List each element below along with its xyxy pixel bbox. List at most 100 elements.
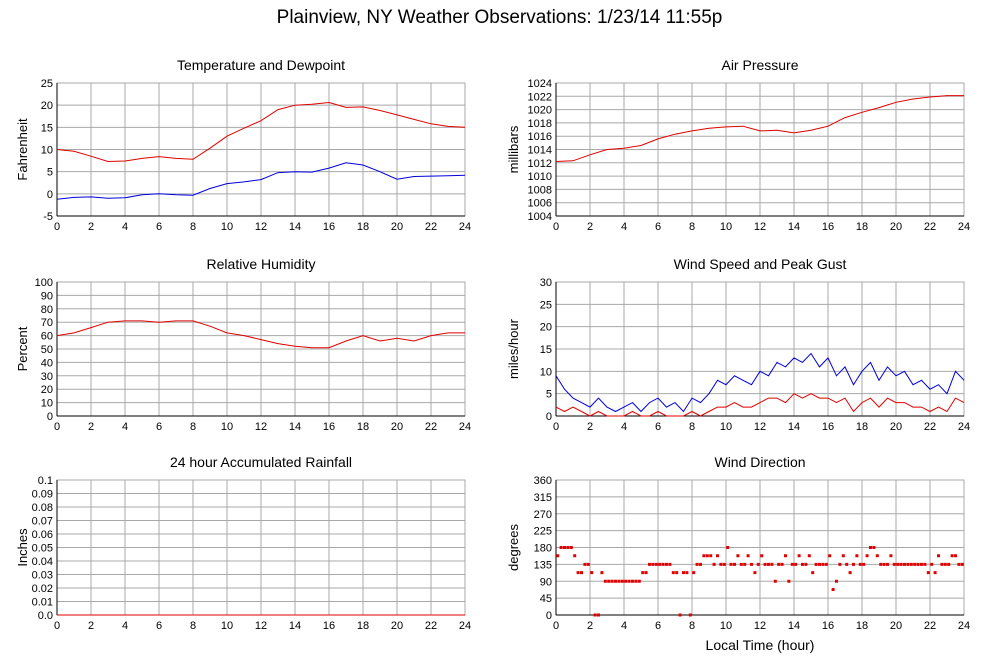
chart-relative-humidity-y-tick-label: 70 bbox=[41, 317, 53, 329]
chart-wind-direction-x-tick-label: 22 bbox=[924, 620, 936, 632]
x-axis-label: Local Time (hour) bbox=[706, 637, 815, 653]
chart-air-pressure-y-axis-label: millibars bbox=[506, 125, 521, 173]
chart-24-hour-accumulated-rainfall-x-tick-label: 4 bbox=[122, 620, 128, 632]
chart-wind-direction-point bbox=[580, 571, 583, 575]
chart-wind-speed-and-peak-gust-title: Wind Speed and Peak Gust bbox=[674, 256, 847, 272]
chart-relative-humidity-y-tick-label: 80 bbox=[41, 304, 53, 316]
chart-relative-humidity-y-tick-label: 0 bbox=[47, 411, 53, 423]
chart-wind-speed-and-peak-gust-series-line-0 bbox=[555, 352, 965, 413]
chart-24-hour-accumulated-rainfall-y-tick-label: 0.02 bbox=[32, 583, 53, 595]
chart-wind-direction-point bbox=[818, 562, 821, 566]
chart-wind-direction-point bbox=[729, 562, 733, 566]
chart-wind-direction-point bbox=[756, 562, 760, 566]
chart-wind-direction-x-tick-label: 12 bbox=[754, 620, 766, 632]
chart-wind-direction-point bbox=[712, 562, 716, 566]
chart-wind-direction-point bbox=[668, 562, 672, 566]
chart-wind-direction-point bbox=[607, 579, 611, 583]
chart-temperature-and-dewpoint-x-tick-label: 24 bbox=[459, 221, 471, 233]
chart-relative-humidity-x-tick-label: 20 bbox=[391, 421, 403, 433]
chart-wind-direction-point bbox=[767, 562, 770, 566]
chart-air-pressure-x-tick-label: 22 bbox=[924, 221, 936, 233]
chart-temperature-and-dewpoint-y-axis-label: Fahrenheit bbox=[15, 118, 30, 181]
chart-air-pressure-x-tick-label: 14 bbox=[788, 221, 800, 233]
chart-wind-direction-point bbox=[926, 571, 930, 575]
chart-relative-humidity-x-tick-label: 14 bbox=[289, 421, 301, 433]
chart-wind-direction-point bbox=[722, 562, 726, 566]
chart-wind-direction-point bbox=[875, 554, 879, 558]
chart-wind-direction-point bbox=[937, 554, 940, 558]
chart-wind-direction-point bbox=[882, 562, 886, 566]
chart-air-pressure-x-tick-label: 24 bbox=[958, 221, 970, 233]
chart-wind-direction-point bbox=[960, 562, 964, 566]
chart-wind-direction-point bbox=[573, 554, 577, 558]
chart-24-hour-accumulated-rainfall-x-tick-label: 12 bbox=[255, 620, 267, 632]
chart-wind-direction-point bbox=[940, 562, 944, 566]
chart-wind-direction-point bbox=[624, 579, 628, 583]
chart-air-pressure-x-tick-label: 16 bbox=[822, 221, 834, 233]
chart-wind-direction-point bbox=[716, 554, 719, 558]
chart-wind-direction-point bbox=[685, 571, 689, 575]
chart-wind-direction-point bbox=[559, 546, 563, 549]
chart-air-pressure-x-tick-label: 18 bbox=[856, 221, 868, 233]
chart-24-hour-accumulated-rainfall-y-tick-label: 0.08 bbox=[32, 502, 53, 514]
chart-wind-direction-point bbox=[831, 588, 835, 591]
chart-wind-speed-and-peak-gust-x-tick-label: 10 bbox=[720, 421, 732, 433]
chart-24-hour-accumulated-rainfall-title: 24 hour Accumulated Rainfall bbox=[170, 454, 352, 470]
chart-temperature-and-dewpoint-x-tick-label: 2 bbox=[88, 221, 94, 233]
chart-relative-humidity-y-axis-label: Percent bbox=[15, 326, 30, 371]
chart-wind-direction-y-tick-label: 225 bbox=[534, 526, 552, 538]
chart-wind-direction-x-tick-label: 2 bbox=[587, 620, 593, 632]
chart-24-hour-accumulated-rainfall-y-tick-label: 0.06 bbox=[32, 529, 53, 541]
chart-air-pressure-y-tick-label: 1020 bbox=[528, 105, 552, 117]
chart-24-hour-accumulated-rainfall-x-tick-label: 18 bbox=[357, 620, 369, 632]
chart-air-pressure-x-tick-label: 2 bbox=[587, 221, 593, 233]
chart-wind-direction-point bbox=[702, 554, 706, 558]
chart-wind-direction-point bbox=[739, 562, 743, 566]
chart-wind-direction-point bbox=[597, 613, 600, 617]
chart-wind-direction-point bbox=[872, 546, 876, 549]
chart-wind-direction-y-tick-label: 45 bbox=[540, 593, 552, 605]
chart-wind-direction-point bbox=[923, 562, 927, 566]
chart-wind-direction-point bbox=[950, 554, 954, 558]
chart-wind-direction-point bbox=[600, 571, 604, 575]
chart-wind-speed-and-peak-gust-y-tick-label: 15 bbox=[540, 344, 552, 356]
chart-wind-direction-point bbox=[590, 571, 594, 575]
chart-24-hour-accumulated-rainfall-y-tick-label: 0.07 bbox=[32, 516, 53, 528]
chart-wind-direction-point bbox=[763, 562, 767, 566]
chart-relative-humidity-title: Relative Humidity bbox=[207, 256, 316, 272]
chart-24-hour-accumulated-rainfall-y-tick-label: 0.1 bbox=[38, 475, 53, 487]
chart-wind-direction: 0 2 4 6 8 10 12 14 16 18 20 22 240459013518022527031… bbox=[506, 454, 970, 632]
chart-relative-humidity-x-tick-label: 24 bbox=[459, 421, 471, 433]
chart-temperature-and-dewpoint-y-tick-label: 20 bbox=[41, 100, 53, 112]
chart-relative-humidity-y-tick-label: 40 bbox=[41, 357, 53, 369]
chart-wind-direction-point bbox=[566, 546, 570, 549]
chart-temperature-and-dewpoint-x-tick-label: 14 bbox=[289, 221, 301, 233]
chart-temperature-and-dewpoint-x-tick-label: 0 bbox=[54, 221, 60, 233]
chart-wind-direction-point bbox=[620, 579, 624, 583]
chart-air-pressure-y-tick-label: 1008 bbox=[528, 184, 552, 196]
chart-air-pressure-y-tick-label: 1004 bbox=[528, 211, 552, 223]
chart-air-pressure-x-tick-label: 10 bbox=[720, 221, 732, 233]
chart-wind-direction-point bbox=[699, 562, 702, 566]
chart-wind-direction-point bbox=[753, 571, 757, 575]
chart-wind-direction-point bbox=[838, 562, 842, 566]
chart-wind-speed-and-peak-gust-x-tick-label: 12 bbox=[754, 421, 766, 433]
chart-wind-direction-point bbox=[943, 562, 947, 566]
chart-24-hour-accumulated-rainfall-x-tick-label: 14 bbox=[289, 620, 301, 632]
chart-wind-direction-point bbox=[814, 562, 818, 566]
chart-wind-direction-point bbox=[845, 562, 849, 566]
chart-relative-humidity-y-tick-label: 30 bbox=[41, 371, 53, 383]
chart-24-hour-accumulated-rainfall-y-tick-label: 0.04 bbox=[32, 556, 53, 568]
chart-wind-speed-and-peak-gust-y-tick-label: 5 bbox=[546, 389, 552, 401]
chart-wind-direction-point bbox=[654, 562, 658, 566]
chart-temperature-and-dewpoint-x-tick-label: 18 bbox=[357, 221, 369, 233]
chart-wind-speed-and-peak-gust-y-tick-label: 30 bbox=[540, 277, 552, 289]
chart-wind-speed-and-peak-gust-series-line-1 bbox=[555, 393, 965, 417]
chart-relative-humidity-y-tick-label: 20 bbox=[41, 384, 53, 396]
chart-wind-direction-point bbox=[736, 554, 740, 558]
chart-wind-speed-and-peak-gust-y-tick-label: 20 bbox=[540, 322, 552, 334]
chart-24-hour-accumulated-rainfall-x-tick-label: 2 bbox=[88, 620, 94, 632]
chart-wind-direction-point bbox=[770, 562, 774, 566]
chart-relative-humidity-x-tick-label: 18 bbox=[357, 421, 369, 433]
